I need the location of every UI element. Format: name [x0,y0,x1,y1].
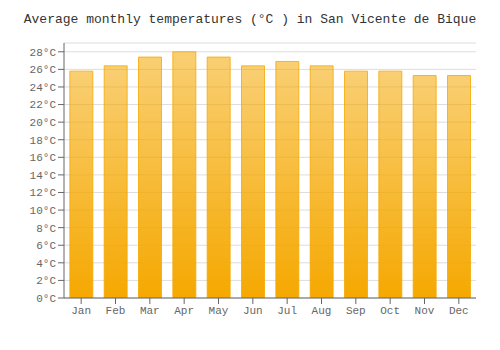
svg-text:May: May [209,305,229,317]
svg-text:28°C: 28°C [30,47,57,59]
svg-text:Sep: Sep [346,305,366,317]
svg-text:14°C: 14°C [30,170,57,182]
svg-text:Nov: Nov [415,305,435,317]
svg-text:22°C: 22°C [30,99,57,111]
svg-text:26°C: 26°C [30,64,57,76]
svg-text:Apr: Apr [174,305,194,317]
svg-text:Dec: Dec [449,305,469,317]
svg-text:12°C: 12°C [30,187,57,199]
svg-text:0°C: 0°C [36,293,56,305]
svg-text:Jul: Jul [277,305,297,317]
svg-text:16°C: 16°C [30,152,57,164]
svg-text:8°C: 8°C [36,223,56,235]
svg-text:20°C: 20°C [30,117,57,129]
svg-text:Oct: Oct [380,305,400,317]
svg-text:10°C: 10°C [30,205,57,217]
svg-text:18°C: 18°C [30,135,57,147]
svg-text:2°C: 2°C [36,275,56,287]
svg-text:Jun: Jun [243,305,263,317]
svg-text:Jan: Jan [71,305,91,317]
svg-text:24°C: 24°C [30,82,57,94]
svg-text:4°C: 4°C [36,258,56,270]
svg-text:Feb: Feb [106,305,126,317]
svg-text:6°C: 6°C [36,240,56,252]
svg-text:Aug: Aug [312,305,332,317]
html-text:Average monthly temperatures (: Average monthly temperatures (°C ) in Sa… [23,12,477,27]
svg-text:Mar: Mar [140,305,160,317]
